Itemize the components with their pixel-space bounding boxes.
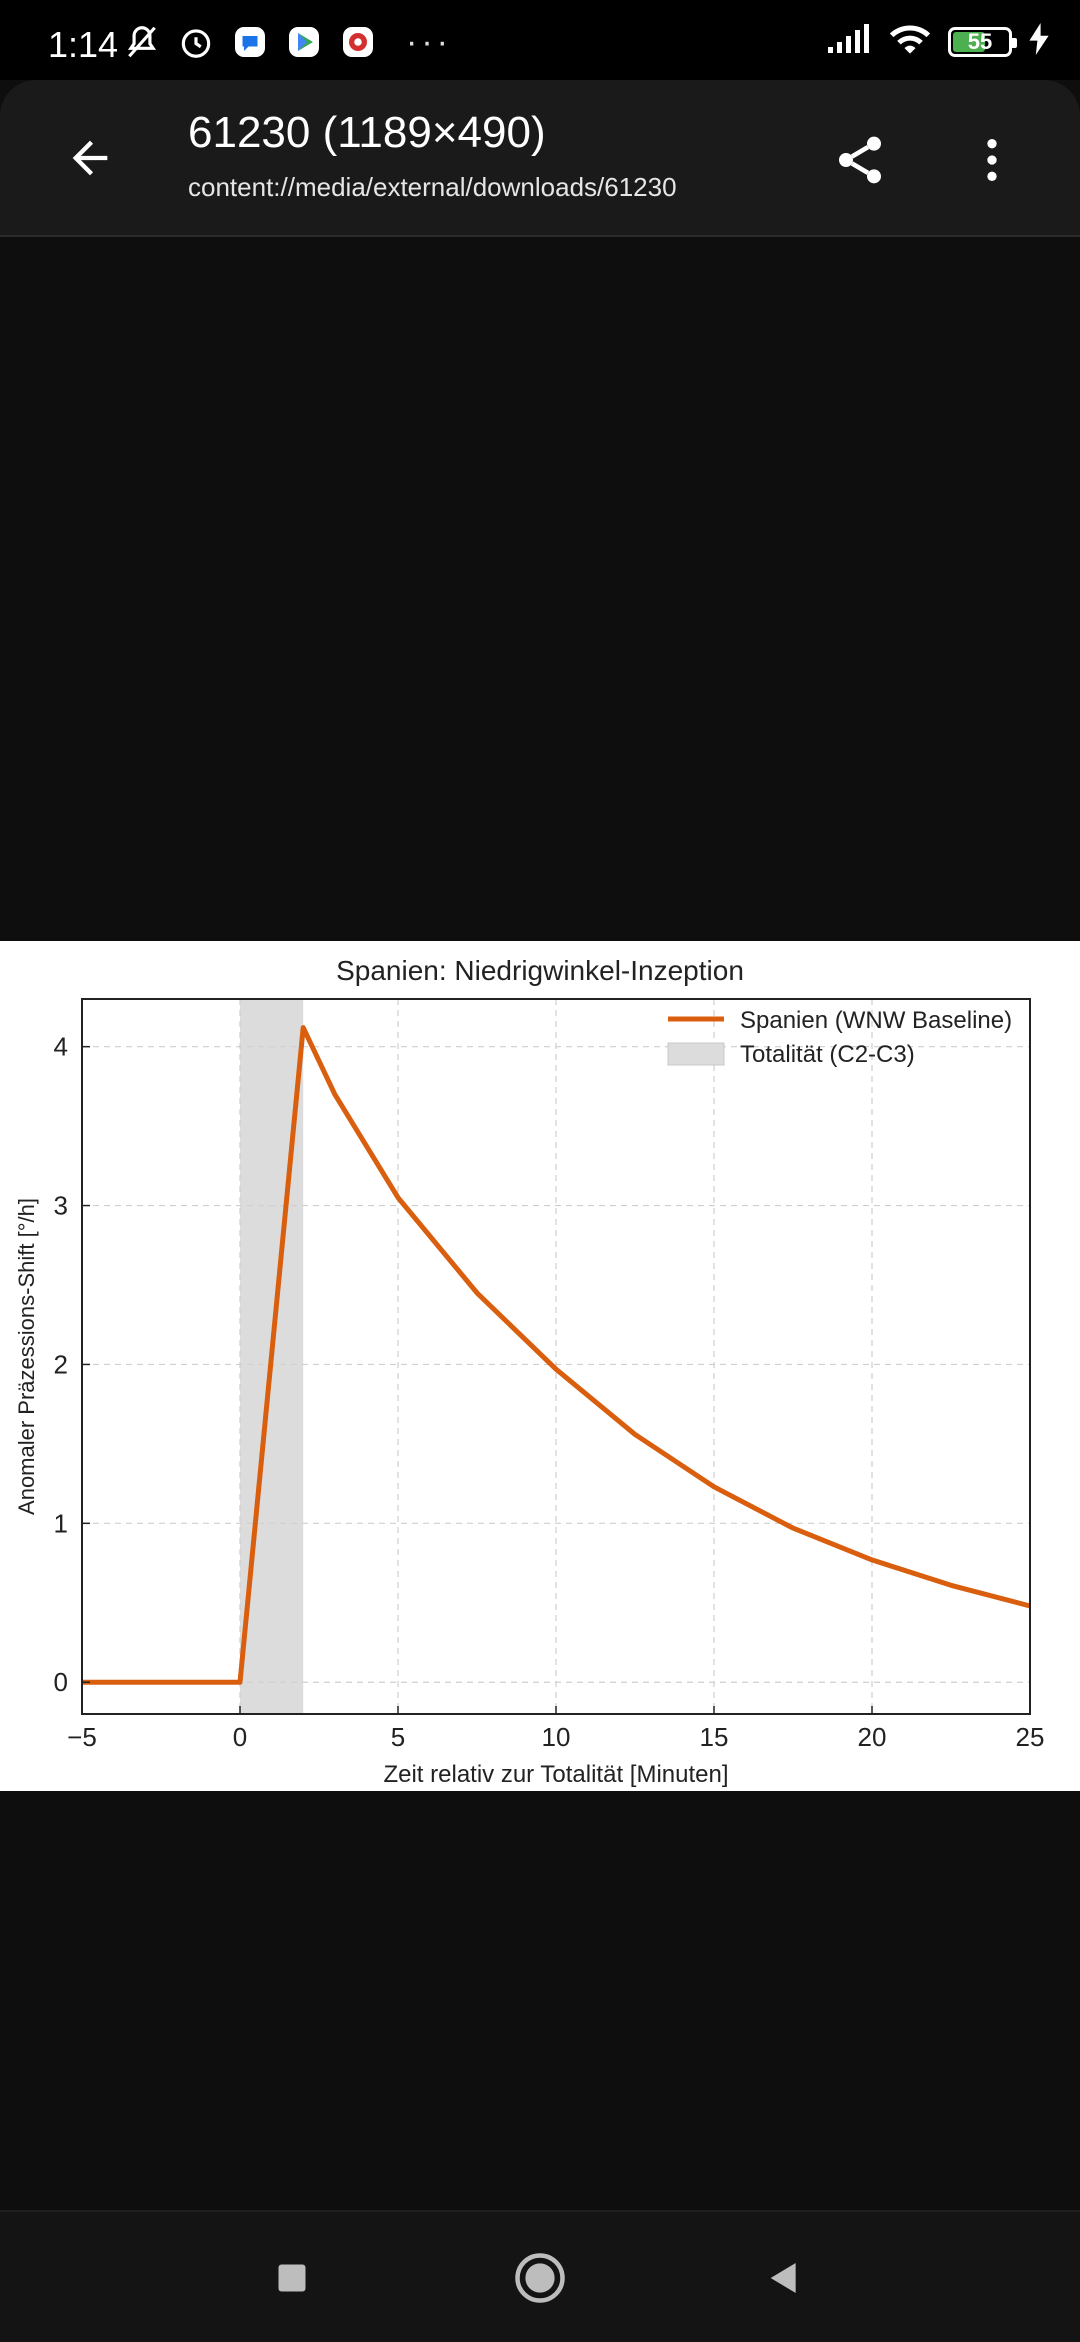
messages-icon <box>230 22 270 62</box>
more-vert-icon <box>987 139 997 181</box>
x-tick-label: −5 <box>67 1722 97 1752</box>
chart-svg: −5 0 5 10 15 20 25 0 1 2 3 4 Zeit relativ zur Totali… <box>14 998 1045 1788</box>
x-tick-label: 10 <box>542 1722 571 1752</box>
y-tick-label: 3 <box>54 1191 68 1221</box>
system-icons: 55 <box>826 22 1050 61</box>
x-tick-label: 5 <box>391 1722 405 1752</box>
play-icon <box>284 22 324 62</box>
back-button[interactable] <box>58 126 122 190</box>
wifi-icon <box>888 22 932 61</box>
y-tick-label: 4 <box>54 1032 68 1062</box>
image-title: 61230 (1189×490) <box>188 108 546 157</box>
app-bar: 61230 (1189×490) content://media/externa… <box>0 80 1080 237</box>
navigation-bar <box>0 2210 1080 2342</box>
series-line <box>82 1025 1031 1685</box>
chart-title: Spanien: Niedrigwinkel-Inzeption <box>336 955 744 986</box>
legend-area-swatch <box>667 1042 725 1066</box>
back-triangle-icon <box>770 2263 796 2293</box>
legend-label-series: Spanien (WNW Baseline) <box>740 1007 1012 1034</box>
more-options-button[interactable] <box>962 130 1022 190</box>
alarm-icon <box>176 22 216 62</box>
image-viewer[interactable]: Spanien: Niedrigwinkel-Inzeption −5 0 5 10 1… <box>0 237 1080 2237</box>
share-button[interactable] <box>830 130 890 190</box>
share-icon <box>839 136 881 184</box>
charging-icon <box>1028 23 1050 60</box>
more-notifications: ··· <box>406 22 452 61</box>
x-tick-label: 0 <box>233 1722 247 1752</box>
x-tick-label: 25 <box>1016 1722 1045 1752</box>
recents-button[interactable] <box>262 2248 322 2308</box>
recents-square-icon <box>278 2264 306 2292</box>
mute-icon <box>122 22 162 62</box>
status-time: 1:14 <box>48 24 119 65</box>
home-circle-icon <box>515 2253 565 2303</box>
signal-icon <box>826 23 872 60</box>
legend-label-region: Totalität (C2-C3) <box>740 1041 915 1068</box>
app-icon <box>338 22 378 62</box>
y-tick-label: 2 <box>54 1349 68 1379</box>
battery-level: 55 <box>967 28 993 54</box>
image-uri: content://media/external/downloads/61230 <box>188 172 677 202</box>
battery-icon: 55 <box>948 26 1017 57</box>
chart-image: Spanien: Niedrigwinkel-Inzeption −5 0 5 10 1… <box>0 941 1080 1791</box>
back-arrow-icon <box>72 140 108 176</box>
y-tick-label: 0 <box>54 1667 68 1697</box>
status-bar: 1:14 ··· 55 <box>0 0 1080 80</box>
y-axis-label: Anomaler Präzessions-Shift [°/h] <box>14 1198 39 1515</box>
x-tick-label: 20 <box>858 1722 887 1752</box>
y-tick-label: 1 <box>54 1508 68 1538</box>
home-button[interactable] <box>510 2248 570 2308</box>
back-nav-button[interactable] <box>754 2248 814 2308</box>
x-axis-label: Zeit relativ zur Totalität [Minuten] <box>383 1761 728 1788</box>
notification-icons: ··· <box>122 22 452 62</box>
x-tick-label: 15 <box>700 1722 729 1752</box>
